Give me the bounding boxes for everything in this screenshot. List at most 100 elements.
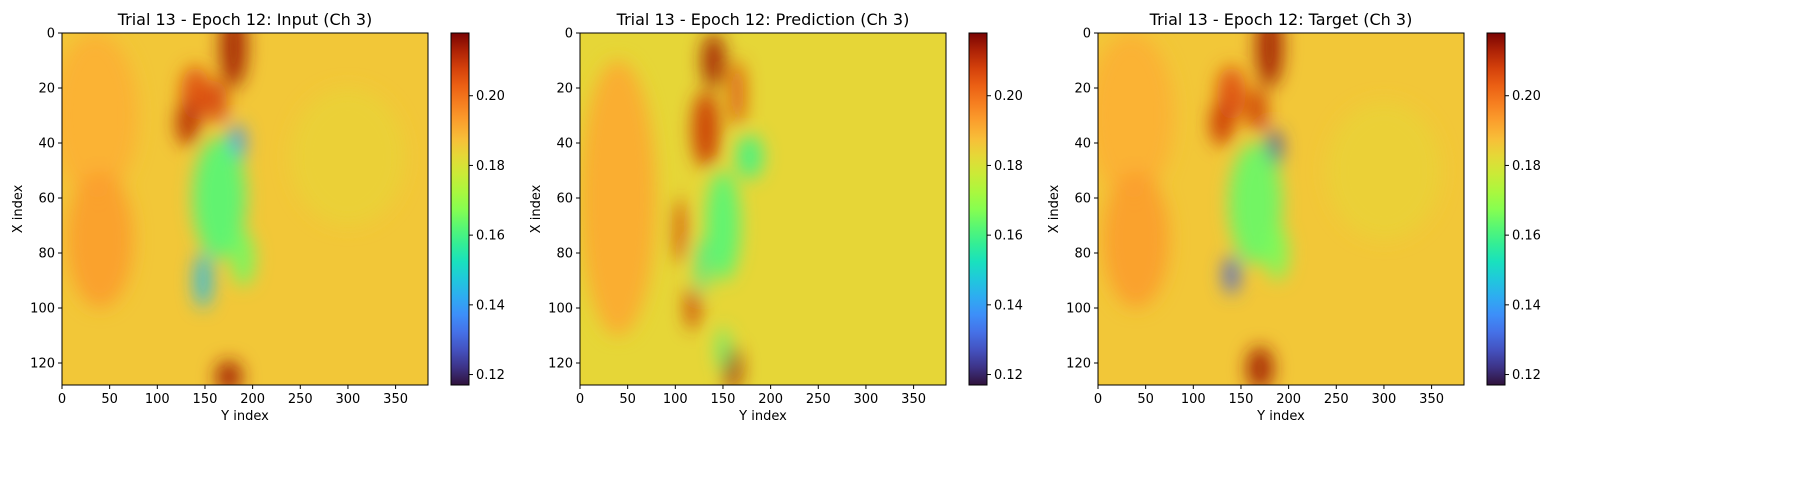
x-tick-label: 350 <box>901 392 926 407</box>
heatmap-feature <box>717 327 729 372</box>
heatmap-feature <box>220 33 247 88</box>
heatmap-feature <box>231 231 255 286</box>
x-tick-label: 300 <box>854 392 879 407</box>
heatmap-feature <box>1256 33 1283 88</box>
x-tick-label: 100 <box>663 392 688 407</box>
y-tick-label: 40 <box>1074 137 1091 152</box>
heatmap-feature <box>1210 101 1234 146</box>
x-tick-label: 100 <box>145 392 170 407</box>
colorbar: 0.12 0.14 0.16 0.18 0.20 <box>1486 32 1541 386</box>
heatmap-feature <box>62 33 139 198</box>
heatmap-panel-3: Trial 13 - Epoch 12: Target (Ch 3) 0 50 100… <box>1047 10 1541 424</box>
heatmap-feature <box>290 88 406 226</box>
heatmap-feature <box>66 170 134 308</box>
plot-frame <box>1097 32 1465 386</box>
heatmap-feature <box>692 90 720 168</box>
heatmap-feature <box>194 253 212 308</box>
colorbar-tick-label: 0.14 <box>476 298 505 313</box>
y-tick-label: 100 <box>30 302 55 317</box>
x-tick-label: 300 <box>336 392 361 407</box>
x-tick-label: 150 <box>193 392 218 407</box>
x-tick-label: 100 <box>1181 392 1206 407</box>
y-tick-label: 0 <box>1083 27 1091 42</box>
y-tick-label: 120 <box>1066 357 1091 372</box>
x-tick-label: 200 <box>240 392 265 407</box>
heatmap-panel-1: Trial 13 - Epoch 12: Input (Ch 3) 0 50 100 1… <box>11 10 505 424</box>
y-tick-label: 0 <box>47 27 55 42</box>
colorbar-tick-label: 0.20 <box>994 89 1023 104</box>
colorbar-tick-label: 0.12 <box>994 368 1023 383</box>
heatmap-feature <box>1223 255 1240 295</box>
heatmap-feature <box>1326 101 1442 240</box>
y-tick-label: 80 <box>1074 247 1091 262</box>
y-tick-label: 80 <box>38 247 55 262</box>
heatmap-panel-2: Trial 13 - Epoch 12: Prediction (Ch 3) 0 5… <box>529 10 1023 424</box>
y-tick-label: 60 <box>38 192 55 207</box>
heatmap-feature <box>215 360 243 385</box>
y-tick-label: 100 <box>1066 302 1091 317</box>
colorbar-tick-label: 0.18 <box>1512 159 1541 174</box>
x-tick-label: 350 <box>1419 392 1444 407</box>
colorbar-gradient <box>968 32 988 386</box>
y-tick-label: 20 <box>556 82 573 97</box>
y-tick-label: 20 <box>38 82 55 97</box>
colorbar-tick-label: 0.16 <box>476 229 505 244</box>
heatmap-feature <box>1246 346 1274 385</box>
colorbar: 0.12 0.14 0.16 0.18 0.20 <box>968 32 1023 386</box>
y-tick-label: 40 <box>556 137 573 152</box>
y-tick-label: 120 <box>30 357 55 372</box>
x-tick-label: 250 <box>1324 392 1349 407</box>
y-tick-label: 20 <box>1074 82 1091 97</box>
heatmap-feature <box>1247 88 1267 132</box>
x-tick-label: 200 <box>1276 392 1301 407</box>
chart-title: Trial 13 - Epoch 12: Input (Ch 3) <box>117 10 373 29</box>
heatmap-feature <box>1098 33 1175 198</box>
x-tick-label: 50 <box>101 392 118 407</box>
y-axis-label: X index <box>1047 184 1062 233</box>
x-tick-label: 0 <box>1094 392 1102 407</box>
heatmap-feature <box>696 239 708 295</box>
x-tick-label: 0 <box>58 392 66 407</box>
heatmap-feature <box>702 33 725 88</box>
heatmap-features <box>1098 33 1442 385</box>
colorbar-tick-label: 0.18 <box>994 159 1023 174</box>
colorbar-tick-label: 0.14 <box>994 298 1023 313</box>
heatmap-feature <box>674 198 686 264</box>
heatmap-feature <box>176 101 200 146</box>
plot-frame <box>61 32 429 386</box>
colorbar-tick-label: 0.12 <box>1512 368 1541 383</box>
colorbar-gradient <box>450 32 470 386</box>
y-axis-label: X index <box>529 184 544 233</box>
plot-frame <box>579 32 947 386</box>
x-tick-label: 50 <box>619 392 636 407</box>
x-tick-label: 50 <box>1137 392 1154 407</box>
heatmap-feature <box>207 79 227 124</box>
heatmap-area <box>62 33 428 385</box>
heatmap-features <box>62 33 406 385</box>
colorbar: 0.12 0.14 0.16 0.18 0.20 <box>450 32 505 386</box>
heatmap-area <box>580 33 946 385</box>
heatmap-feature <box>580 60 657 336</box>
x-tick-label: 350 <box>383 392 408 407</box>
heatmap-feature <box>685 286 700 330</box>
x-axis-label: Y index <box>220 409 269 424</box>
heatmap-feature <box>1265 225 1289 281</box>
heatmap-feature <box>705 170 741 281</box>
y-tick-label: 40 <box>38 137 55 152</box>
x-axis-label: Y index <box>1256 409 1305 424</box>
y-tick-label: 80 <box>556 247 573 262</box>
colorbar-tick-label: 0.16 <box>994 229 1023 244</box>
x-tick-label: 300 <box>1372 392 1397 407</box>
heatmap-features <box>580 33 763 385</box>
y-tick-label: 120 <box>548 357 573 372</box>
colorbar-tick-label: 0.16 <box>1512 229 1541 244</box>
y-tick-label: 60 <box>556 192 573 207</box>
colorbar-tick-label: 0.18 <box>476 159 505 174</box>
x-tick-label: 0 <box>576 392 584 407</box>
colorbar-tick-label: 0.12 <box>476 368 505 383</box>
colorbar-tick-label: 0.20 <box>476 89 505 104</box>
heatmap-area <box>1098 33 1464 385</box>
chart-title: Trial 13 - Epoch 12: Target (Ch 3) <box>1149 10 1413 29</box>
colorbar-tick-label: 0.20 <box>1512 89 1541 104</box>
